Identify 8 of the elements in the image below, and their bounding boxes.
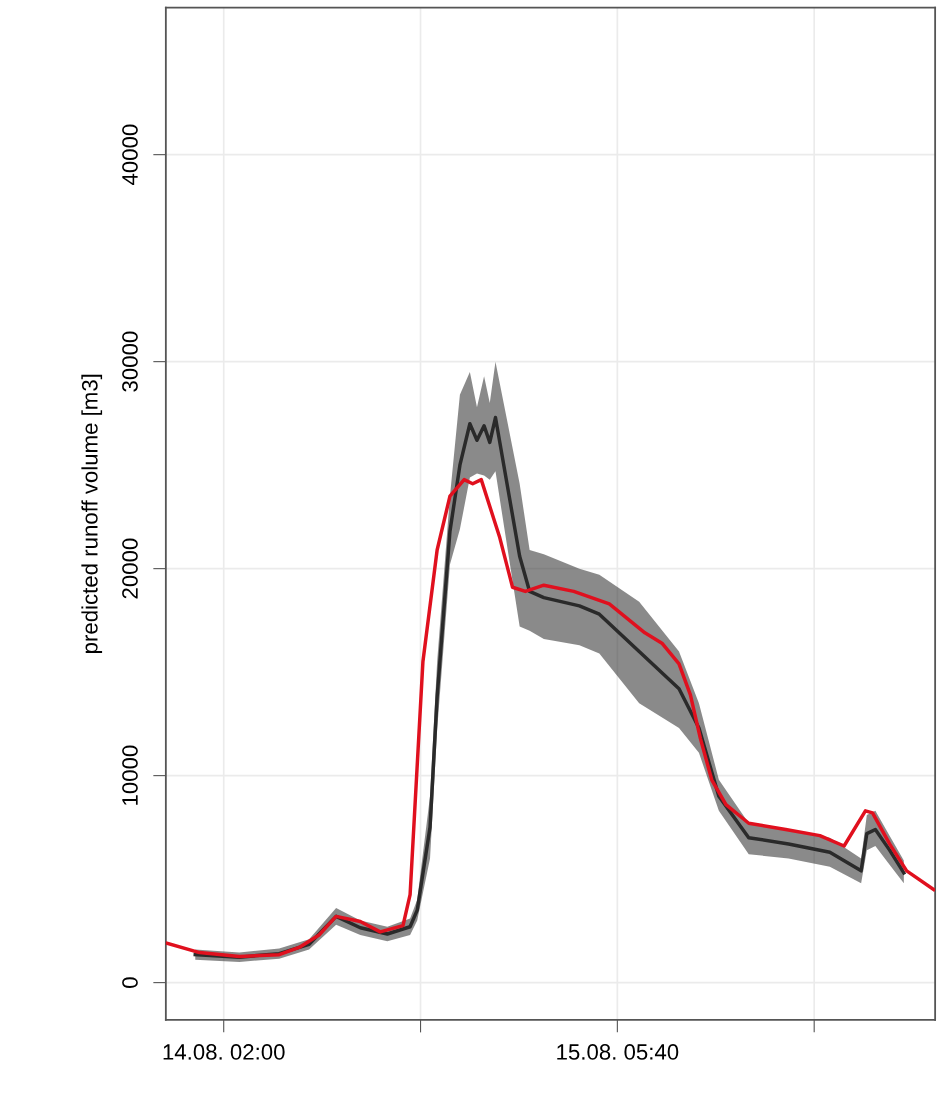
x-tick-label: 15.08. 05:40 <box>557 1044 679 1060</box>
y-axis-title: predicted runoff volume [m3] <box>81 374 103 653</box>
y-tick-label: 40000 <box>122 124 138 186</box>
y-tick-label: 0 <box>122 977 138 988</box>
x-tick-label: 14.08. 02:00 <box>163 1044 285 1060</box>
y-tick-label: 10000 <box>122 745 138 805</box>
y-tick-label: 20000 <box>122 538 138 599</box>
y-tick-label: 30000 <box>122 331 138 392</box>
